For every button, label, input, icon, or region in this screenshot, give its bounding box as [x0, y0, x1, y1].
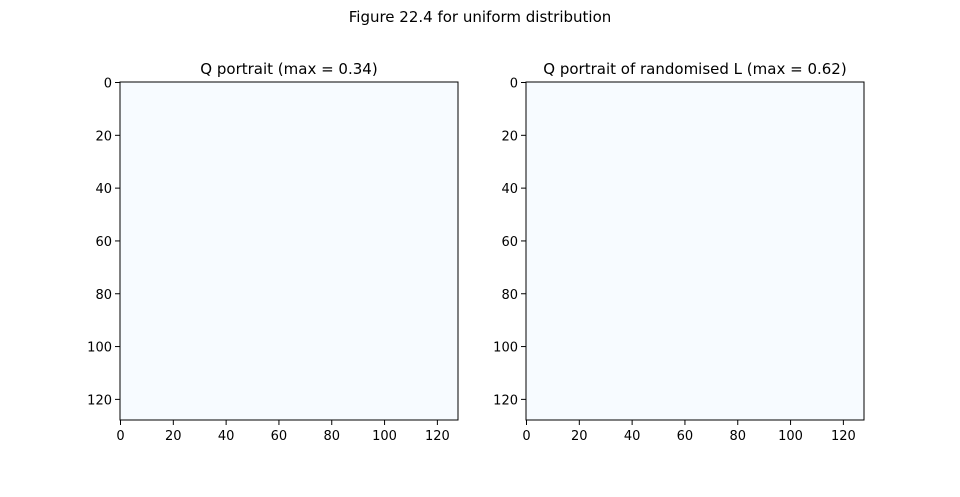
y-tick-label: 80 [95, 288, 112, 303]
panel-1-frame [119, 81, 459, 421]
heatmap-panel-2: Q portrait of randomised L (max = 0.62) … [493, 60, 865, 445]
x-tick-label: 20 [165, 429, 182, 444]
x-tick-label: 100 [778, 429, 803, 444]
panel-2-image [526, 82, 864, 420]
x-tick-label: 100 [372, 429, 397, 444]
panel-1-ticks: 0 20 40 60 80 100 120 0 20 40 60 80 100 120 [87, 77, 450, 445]
x-tick-label: 40 [218, 429, 235, 444]
x-tick-label: 80 [323, 429, 340, 444]
x-tick-label: 120 [425, 429, 450, 444]
x-tick-label: 60 [677, 429, 694, 444]
x-tick-label: 40 [624, 429, 641, 444]
y-tick-label: 20 [95, 129, 112, 144]
panel-2-title: Q portrait of randomised L (max = 0.62) [543, 60, 846, 78]
panel-1-image [120, 82, 458, 420]
heatmap-panel-1: Q portrait (max = 0.34) 0 20 40 60 80 100 1200… [87, 60, 459, 445]
y-tick-label: 40 [501, 182, 518, 197]
x-tick-label: 0 [522, 429, 530, 444]
y-tick-label: 20 [501, 129, 518, 144]
y-tick-label: 60 [95, 235, 112, 250]
x-tick-label: 20 [571, 429, 588, 444]
panel-2-frame [525, 81, 865, 421]
x-tick-label: 80 [729, 429, 746, 444]
y-tick-label: 0 [104, 77, 112, 92]
x-tick-label: 0 [116, 429, 124, 444]
y-tick-label: 0 [510, 77, 518, 92]
figure-suptitle: Figure 22.4 for uniform distribution [349, 8, 612, 26]
y-tick-label: 80 [501, 288, 518, 303]
y-tick-label: 100 [87, 341, 112, 356]
panel-1-title: Q portrait (max = 0.34) [200, 60, 377, 78]
x-tick-label: 120 [831, 429, 856, 444]
y-tick-label: 60 [501, 235, 518, 250]
panel-2-ticks: 0 20 40 60 80 100 120 0 20 40 60 80 100 120 [493, 77, 856, 445]
y-tick-label: 40 [95, 182, 112, 197]
y-tick-label: 100 [493, 341, 518, 356]
x-tick-label: 60 [271, 429, 288, 444]
y-tick-label: 120 [87, 393, 112, 408]
y-tick-label: 120 [493, 393, 518, 408]
